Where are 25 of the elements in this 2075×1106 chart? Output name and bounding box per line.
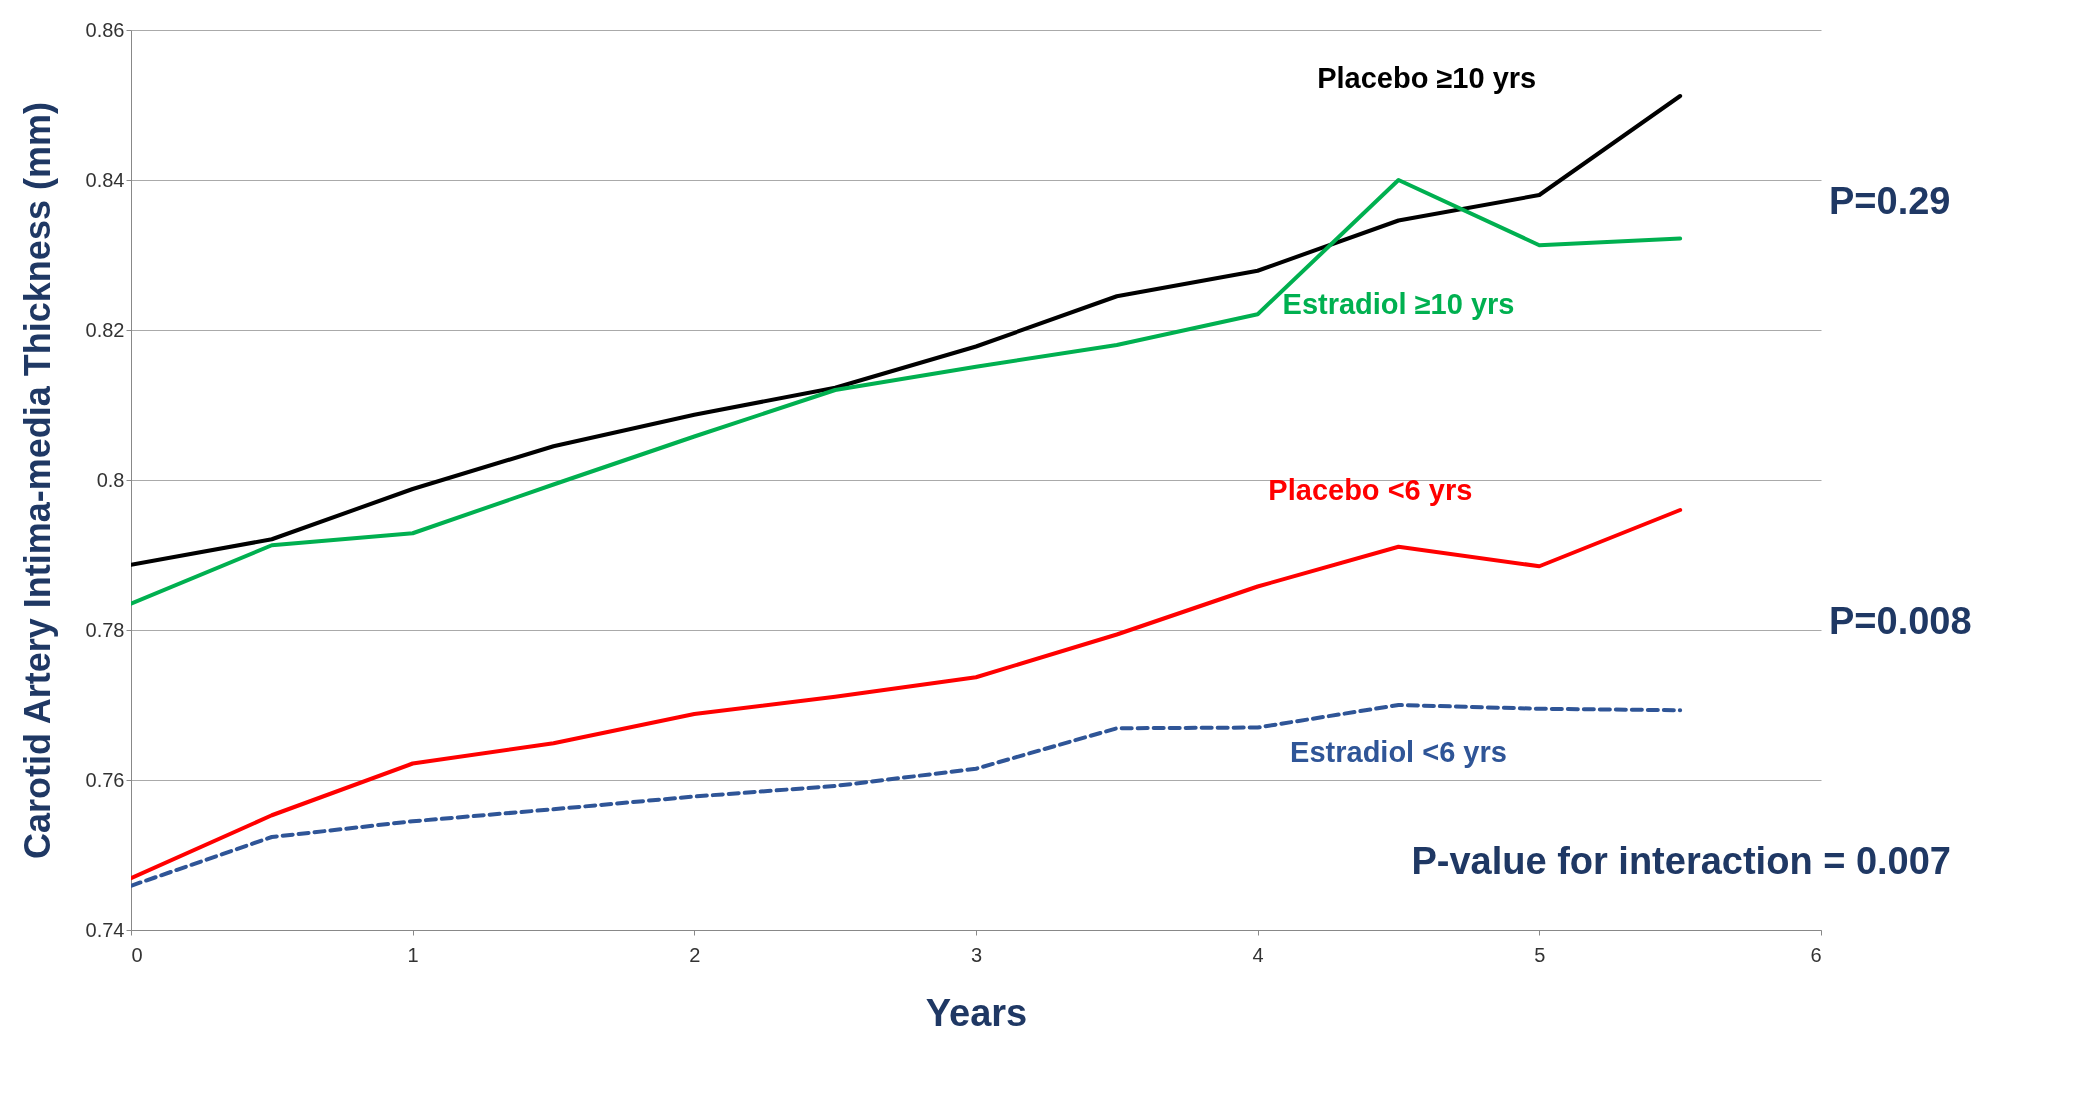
x-tick-label: 6	[1810, 943, 1822, 966]
annotation: P-value for interaction = 0.007	[1411, 839, 1951, 882]
y-axis-title: Carotid Artery Intima-media Thickness (mm)	[16, 102, 58, 859]
text: P=0.29	[1829, 179, 1951, 222]
y-tick-label: 0.82	[85, 318, 125, 341]
y-tick-label: 0.84	[85, 168, 125, 191]
y-tick-label: 0.8	[96, 468, 125, 491]
text: P=0.008	[1829, 599, 1972, 642]
line-series	[131, 178, 1683, 606]
x-tick-label: 3	[970, 943, 983, 966]
x-tick-label: 5	[1534, 943, 1546, 966]
line-series	[131, 94, 1683, 567]
x-tick-label: 2	[689, 943, 701, 966]
series-label: Placebo <6 yrs	[1268, 474, 1473, 507]
series-label: Estradiol ≥10 yrs	[1282, 288, 1515, 321]
x-tick-label: 0	[131, 943, 143, 966]
y-tick-label: 0.86	[85, 18, 125, 41]
x-tick-label: 1	[407, 943, 419, 966]
series-label: Estradiol <6 yrs	[1290, 736, 1507, 768]
text: Placebo ≥10 yrs	[1317, 61, 1537, 94]
y-tick-label: 0.78	[85, 618, 125, 641]
x-tick-label: 4	[1252, 943, 1264, 966]
y-tick-label: 0.76	[85, 768, 125, 791]
x-axis-title: Years	[925, 991, 1028, 1034]
y-tick-label: 0.74	[85, 918, 125, 941]
